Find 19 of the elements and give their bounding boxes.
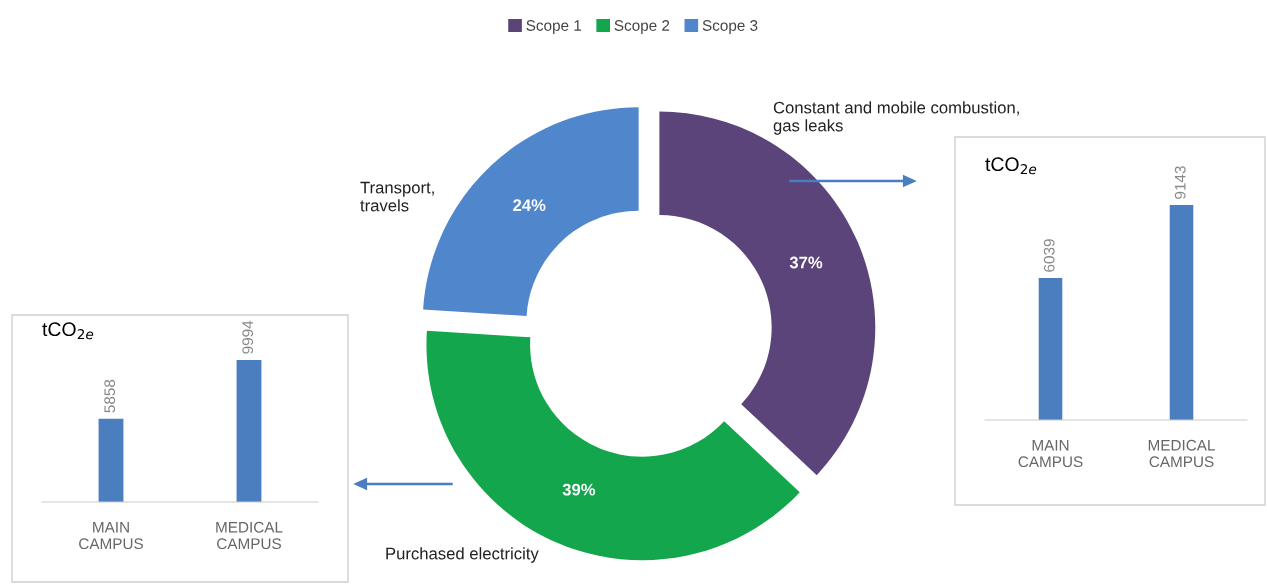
x-tick-label: MEDICAL CAMPUS [1148,439,1215,468]
legend-label: Scope 2 [614,20,670,34]
data-label: 24% [513,199,546,212]
legend-label: Scope 1 [526,20,582,34]
x-tick-label: MAIN CAMPUS [1018,440,1083,468]
chart-title: tCO$_{2e}$ [42,322,94,340]
legend-label: Scope 3 [702,20,758,34]
x-tick-label: MAIN CAMPUS [79,522,143,550]
text: Constant and mobile combustion, gas leaks [773,101,1019,135]
data-label: 9143 [1174,166,1186,199]
data-label: 5858 [104,379,116,413]
chart-title: tCO$_{2e}$ [985,157,1037,175]
text: Transport, travels [360,181,434,212]
data-label: 39% [562,483,596,496]
data-label: 37% [789,256,823,269]
text: Purchased electricity [386,547,539,563]
data-label: 9994 [242,320,254,354]
data-label: 6039 [1043,239,1055,272]
x-tick-label: MEDICAL CAMPUS [216,521,283,550]
